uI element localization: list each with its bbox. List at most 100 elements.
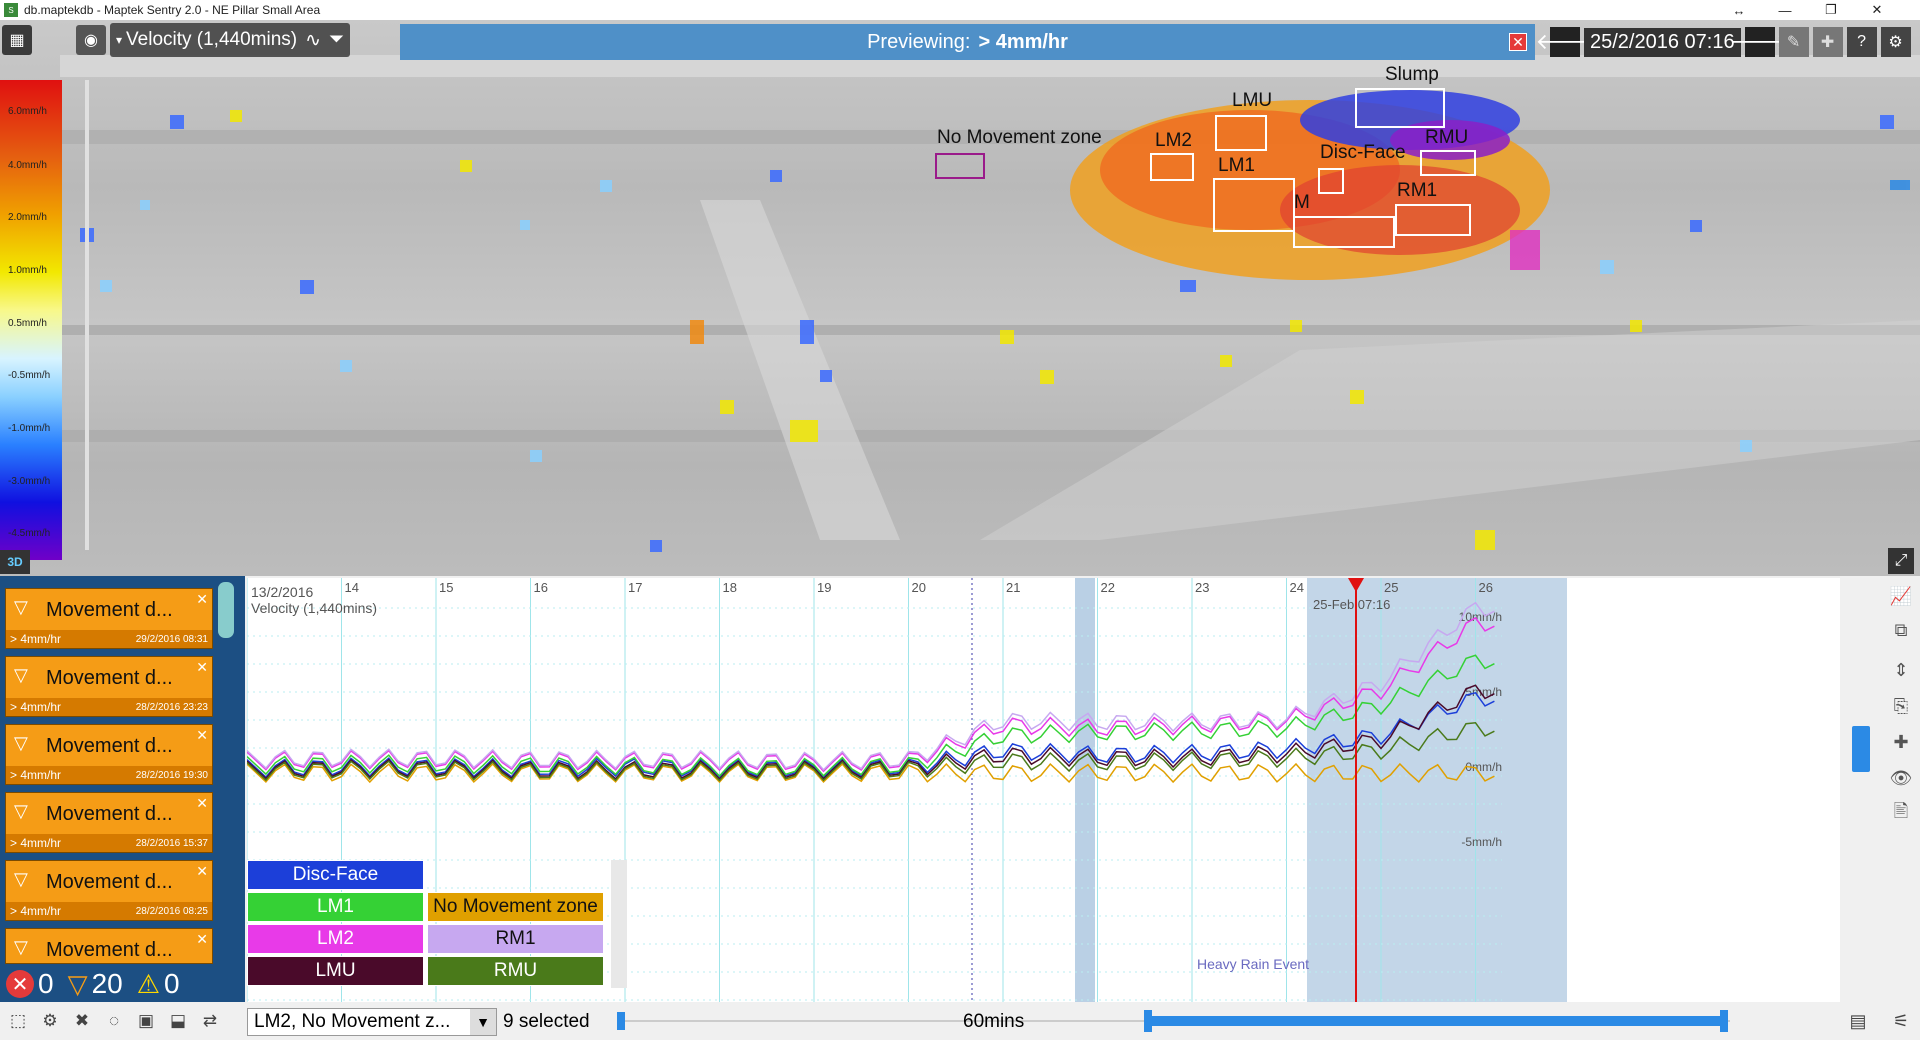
preview-close-button[interactable]: ✕ — [1509, 33, 1527, 51]
velocity-selector[interactable]: ▾ Velocity (1,440mins) ∿ ⏷ — [110, 23, 351, 57]
zone-outline-lm2[interactable] — [1150, 153, 1194, 181]
chart-settings-icon[interactable]: ⚟ — [1892, 1010, 1910, 1031]
dismiss-icon[interactable]: ✕ — [196, 659, 208, 675]
grid-icon[interactable]: ▦ — [2, 25, 32, 55]
pencil-icon[interactable]: ✎ — [1778, 27, 1809, 57]
legend-entry[interactable]: LMU — [247, 956, 424, 986]
fit-view-icon[interactable]: ⤢ — [1888, 548, 1914, 574]
timeline-icon[interactable]: ▤ — [1849, 1010, 1867, 1031]
legend-entry[interactable]: LM2 — [247, 924, 424, 954]
time-slider-handle[interactable] — [617, 1012, 625, 1030]
event-label: Heavy Rain Event — [1197, 956, 1310, 972]
app-icon: S — [4, 3, 18, 17]
alerts-scrollbar[interactable] — [218, 582, 234, 638]
zone-outline-rmu[interactable] — [1420, 150, 1476, 176]
chart-type-icon[interactable]: 📈 — [1889, 585, 1913, 606]
alert-title: Movement d... — [46, 599, 173, 621]
vertical-zoom-slider[interactable] — [1852, 726, 1870, 772]
legend-label: -1.0mm/h — [8, 423, 51, 434]
dismiss-icon[interactable]: ✕ — [196, 931, 208, 947]
preview-banner: Previewing: > 4mm/hr ✕ — [400, 24, 1535, 60]
zone-outline-lm1[interactable] — [1213, 178, 1295, 232]
eye-icon[interactable]: 👁 — [1889, 767, 1913, 788]
previous-arrow-icon[interactable]: 🡐 — [1536, 27, 1595, 57]
legend-entry[interactable]: Disc-Face — [247, 860, 424, 890]
alert-item[interactable]: ▽ Movement d... ✕ — [5, 928, 213, 964]
legend-slider-track[interactable] — [85, 80, 89, 550]
legend-entry[interactable]: LM1 — [247, 892, 424, 922]
minimize-button[interactable]: — — [1778, 2, 1792, 18]
chevron-down-icon[interactable]: ▼ — [470, 1009, 496, 1035]
time-range-selection[interactable] — [1144, 1016, 1728, 1026]
series-line — [247, 616, 1495, 773]
transfer-icon[interactable]: ⇄ — [202, 1011, 218, 1030]
alert-item[interactable]: ▽ Movement d... ✕ > 4mm/hr 28/2/2016 19:… — [5, 724, 213, 785]
add-icon[interactable]: ✚ — [1812, 27, 1843, 57]
zone-outline-m[interactable] — [1293, 216, 1395, 248]
alert-item[interactable]: ▽ Movement d... ✕ > 4mm/hr 28/2/2016 08:… — [5, 860, 213, 921]
alert-item[interactable]: ▽ Movement d... ✕ > 4mm/hr 28/2/2016 23:… — [5, 656, 213, 717]
filter-icon[interactable]: ⏷ — [329, 29, 345, 50]
range-start-handle[interactable] — [1144, 1010, 1152, 1032]
day-tick-label: 17 — [628, 580, 642, 595]
alert-item[interactable]: ▽ Movement d... ✕ > 4mm/hr 29/2/2016 08:… — [5, 588, 213, 649]
restore-button[interactable]: ❐ — [1825, 2, 1837, 17]
region-icon[interactable]: ⬓ — [169, 1011, 187, 1030]
help-icon[interactable]: ? — [1846, 27, 1877, 57]
zone-label-m: M — [1294, 192, 1310, 213]
series-line — [247, 691, 1495, 779]
legend-label: -3.0mm/h — [8, 476, 51, 487]
velocity-chart[interactable]: 14 15 16 17 18 19 20 21 22 23 24 25 26 10mm/h 5mm/h 0mm… — [247, 578, 1840, 1003]
view-3d-button[interactable]: 3D — [0, 550, 30, 574]
legend-entry[interactable]: RMU — [427, 956, 604, 986]
palette-icon[interactable]: ◉ — [76, 25, 106, 55]
series-line — [247, 684, 1495, 781]
y-tick-label: 0mm/h — [1465, 760, 1502, 774]
legend-entry[interactable]: No Movement zone — [427, 892, 604, 922]
zone-outline-disc-face[interactable] — [1318, 168, 1344, 194]
lasso-icon[interactable]: ◌ — [108, 1011, 120, 1030]
delete-area-icon[interactable]: ✖ — [74, 1011, 90, 1030]
current-date[interactable]: 25/2/2016 07:16 — [1584, 27, 1741, 57]
close-button[interactable]: ✕ — [1871, 2, 1883, 17]
cursor-label: 25-Feb 07:16 — [1313, 597, 1390, 612]
dismiss-icon[interactable]: ✕ — [196, 727, 208, 743]
alert-title: Movement d... — [46, 871, 173, 893]
select-tool-icon[interactable]: ⬚ — [9, 1011, 27, 1030]
dismiss-icon[interactable]: ✕ — [196, 795, 208, 811]
velocity-map[interactable]: ▦ ◉ ▾ Velocity (1,440mins) ∿ ⏷ Previewin… — [0, 20, 1920, 576]
add-marker-icon[interactable]: ✚ — [1893, 731, 1909, 752]
dismiss-icon[interactable]: ✕ — [196, 591, 208, 607]
zone-label-lm1: LM1 — [1218, 155, 1255, 176]
expand-icon[interactable]: ↔ — [1732, 2, 1746, 18]
zoom-fit-icon[interactable]: ⇕ — [1893, 659, 1909, 680]
range-end-handle[interactable] — [1720, 1010, 1728, 1032]
zone-outline-rm1[interactable] — [1395, 204, 1471, 236]
chart-svg: 14 15 16 17 18 19 20 21 22 23 24 25 2610mm/h5mm/h0mm… — [247, 578, 1567, 1003]
warning-triangle-icon: ▽ — [14, 597, 28, 617]
alert-time: 28/2/2016 19:30 — [135, 770, 208, 781]
export-icon[interactable]: 🖹 — [1893, 801, 1909, 821]
legend-entry[interactable]: RM1 — [427, 924, 604, 954]
dismiss-icon[interactable]: ✕ — [196, 863, 208, 879]
zone-outline-slump[interactable] — [1355, 88, 1445, 128]
popout-icon[interactable]: ⧉ — [1894, 619, 1908, 640]
alert-footer — [6, 902, 212, 920]
alert-threshold: > 4mm/hr — [10, 836, 62, 850]
alert-title: Movement d... — [46, 939, 173, 961]
legend-scrollbar[interactable] — [611, 860, 627, 988]
zone-selector[interactable]: LM2, No Movement z... ▼ — [247, 1008, 497, 1036]
legend-label: 4.0mm/h — [8, 160, 47, 171]
copy-icon[interactable]: ⎘ — [1893, 695, 1909, 716]
day-tick-label: 21 — [1006, 580, 1020, 595]
scan-icon[interactable]: ⚙ — [42, 1011, 58, 1030]
settings-icon[interactable]: ⚙ — [1880, 27, 1911, 57]
next-arrow-icon[interactable]: 🡒 — [1730, 27, 1789, 57]
day-tick-label: 15 — [439, 580, 453, 595]
y-tick-label: -5mm/h — [1461, 835, 1502, 849]
alert-title: Movement d... — [46, 803, 173, 825]
zone-outline-lmu[interactable] — [1215, 115, 1267, 151]
alert-item[interactable]: ▽ Movement d... ✕ > 4mm/hr 28/2/2016 15:… — [5, 792, 213, 853]
export-image-icon[interactable]: ▣ — [137, 1011, 155, 1030]
zone-outline-no-movement[interactable] — [935, 153, 985, 179]
